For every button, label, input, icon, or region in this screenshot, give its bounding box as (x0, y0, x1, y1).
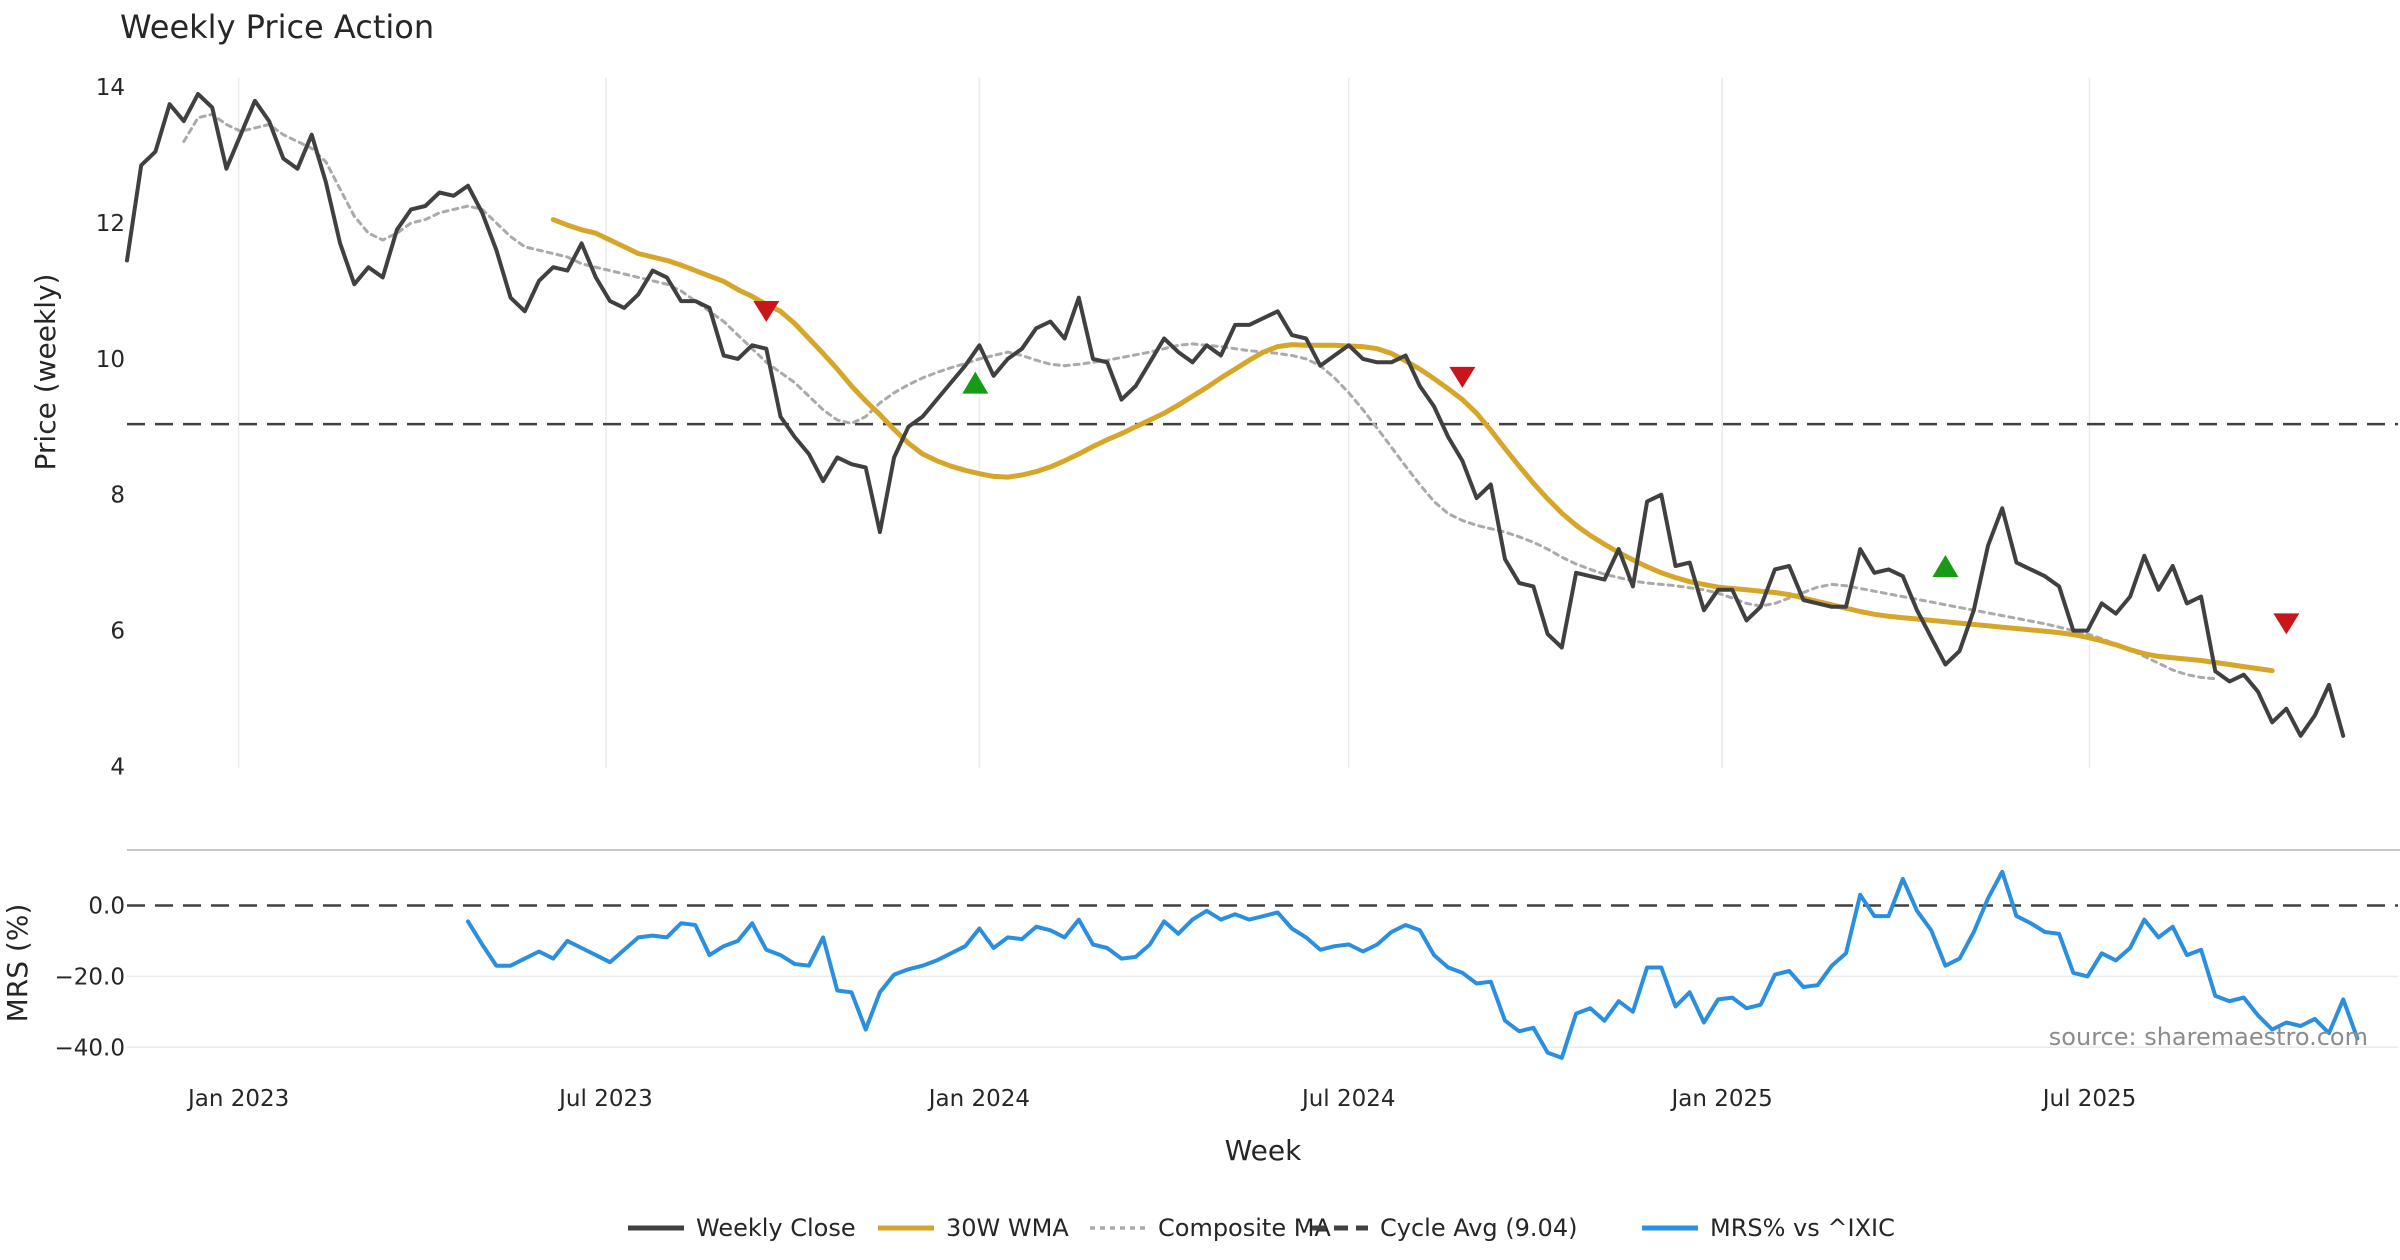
mrs-horizontal-grid (127, 975, 2398, 1049)
30w-wma-line (550, 217, 2275, 674)
legend-item-composite-ma: Composite MA (1090, 1214, 1331, 1242)
chart-title: Weekly Price Action (120, 8, 434, 46)
mrs-y-tick-label: −20.0 (55, 964, 125, 990)
mrs-series (466, 869, 2360, 1060)
sell-signal-marker (2273, 613, 2300, 635)
sell-signal-marker (1449, 366, 1476, 388)
source-watermark: source: sharemaestro.com (2049, 1023, 2368, 1051)
x-tick-label: Jan 2025 (1670, 1086, 1773, 1112)
price-y-tick-label: 6 (110, 619, 125, 645)
price-y-axis-label: Price (weekly) (29, 274, 62, 471)
legend-item-mrs-vs-ixic: MRS% vs ^IXIC (1642, 1214, 1895, 1242)
legend-item-cycle-avg-9-04: Cycle Avg (9.04) (1312, 1214, 1577, 1242)
price-y-tick-label: 10 (96, 347, 125, 373)
buy-signal-marker (1932, 555, 1959, 578)
price-y-tick-label: 12 (96, 211, 125, 237)
x-axis-label: Week (1225, 1134, 1302, 1167)
price-y-ticks: 4 6 8 10 12 14 (96, 75, 125, 780)
price-y-tick-label: 4 (110, 754, 125, 780)
legend: Weekly Close 30W WMA Composite MA Cycle Avg… (628, 1214, 1895, 1242)
mrs-vs-ixic-line (466, 869, 2360, 1060)
mrs-panel: 0.0 −20.0 −40.0 (55, 869, 2398, 1061)
sell-signal-marker (753, 300, 780, 322)
weekly-close-line (125, 92, 2346, 738)
x-tick-label: Jan 2024 (927, 1086, 1030, 1112)
mrs-y-ticks: 0.0 −20.0 −40.0 (55, 893, 125, 1061)
x-tick-label: Jul 2025 (2041, 1086, 2137, 1112)
legend-label: 30W WMA (946, 1214, 1069, 1242)
mrs-y-tick-label: 0.0 (88, 893, 125, 919)
legend-item-30w-wma: 30W WMA (878, 1214, 1069, 1242)
buy-signal-marker (962, 371, 989, 394)
x-axis-ticks: Jan 2023 Jul 2023 Jan 2024 Jul 2024 Jan 2025… (186, 1086, 2136, 1112)
price-series (125, 92, 2346, 738)
mrs-y-tick-label: −40.0 (55, 1035, 125, 1061)
legend-label: Cycle Avg (9.04) (1380, 1214, 1577, 1242)
legend-label: MRS% vs ^IXIC (1710, 1214, 1895, 1242)
x-tick-label: Jul 2023 (557, 1086, 653, 1112)
mrs-y-axis-label: MRS (%) (1, 904, 34, 1023)
price-y-tick-label: 14 (96, 75, 125, 101)
legend-label: Composite MA (1158, 1214, 1331, 1242)
legend-label: Weekly Close (696, 1214, 856, 1242)
legend-item-weekly-close: Weekly Close (628, 1214, 856, 1242)
composite-ma-line (182, 112, 2217, 681)
signal-markers (753, 300, 2300, 635)
price-panel: 4 6 8 10 12 14 (96, 75, 2398, 780)
x-tick-label: Jan 2023 (186, 1086, 289, 1112)
x-tick-label: Jul 2024 (1300, 1086, 1396, 1112)
price-y-tick-label: 8 (110, 483, 125, 509)
